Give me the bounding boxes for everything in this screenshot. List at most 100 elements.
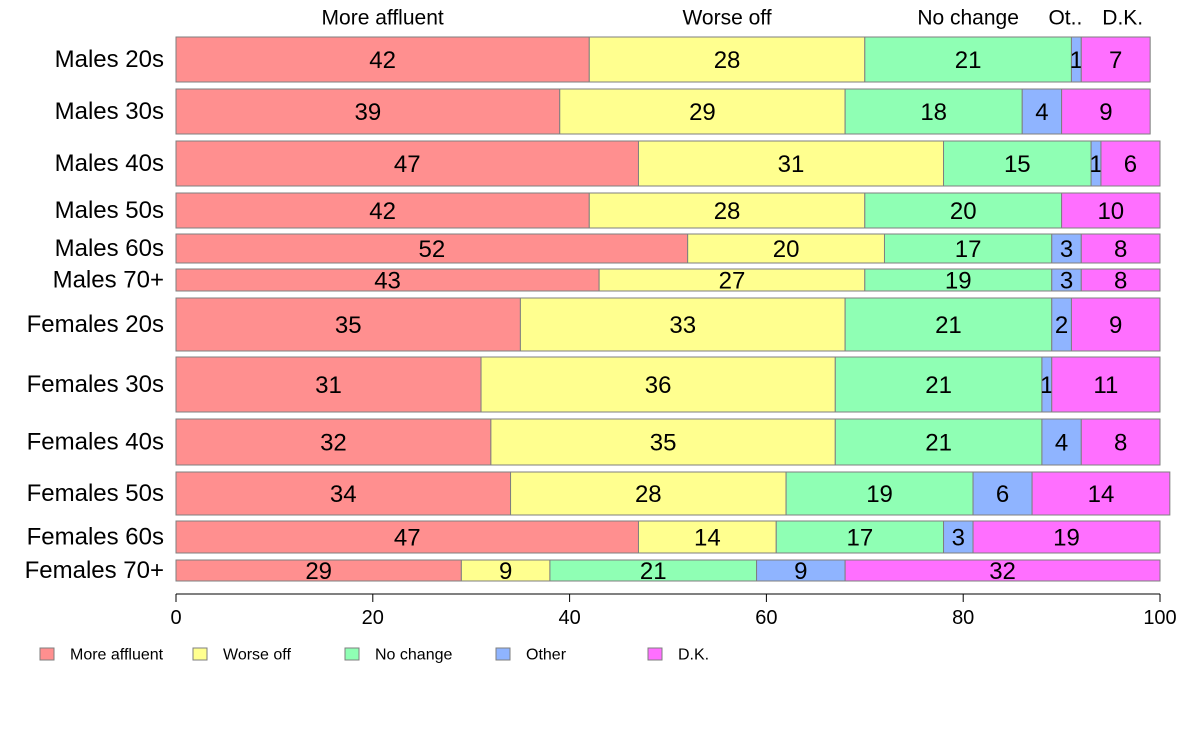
data-label: 42 — [369, 47, 396, 74]
data-label: 8 — [1114, 236, 1127, 263]
data-label: 20 — [950, 198, 977, 225]
bar-segment — [175, 192, 590, 229]
bar-segment — [844, 559, 1161, 582]
bar-segment — [637, 520, 777, 554]
bar-segment — [864, 192, 1063, 229]
category-label: Females 20s — [27, 311, 164, 338]
bar-segment — [785, 471, 974, 516]
bar-segment — [559, 88, 846, 135]
bar-segment — [1080, 268, 1161, 292]
data-label: 14 — [694, 525, 721, 552]
x-tick-label: 0 — [170, 607, 181, 629]
data-label: 18 — [920, 99, 947, 126]
category-label: Females 30s — [27, 371, 164, 398]
bar-segment — [864, 36, 1072, 83]
data-label: 11 — [1093, 372, 1118, 399]
data-label: 4 — [1035, 99, 1048, 126]
bar-segment — [1021, 88, 1063, 135]
data-label: 15 — [1004, 151, 1031, 178]
category-label: Males 60s — [55, 235, 164, 262]
data-label: 19 — [1053, 525, 1080, 552]
top-label: Worse off — [682, 7, 771, 30]
bar-segment — [519, 297, 846, 352]
data-label: 20 — [773, 236, 800, 263]
data-label: 4 — [1055, 430, 1068, 457]
data-label: 21 — [640, 558, 667, 585]
data-label: 3 — [1060, 236, 1073, 263]
legend-label: Other — [526, 647, 567, 664]
data-label: 1 — [1089, 151, 1102, 178]
category-label: Males 40s — [55, 150, 164, 177]
bar-segment — [844, 88, 1023, 135]
data-label: 36 — [645, 372, 672, 399]
x-tick-label: 60 — [755, 607, 777, 629]
data-label: 21 — [935, 312, 962, 339]
bar-segment — [1031, 471, 1171, 516]
bar-segment — [480, 356, 836, 413]
category-label: Males 70+ — [53, 267, 164, 294]
data-label: 8 — [1114, 268, 1127, 295]
legend-label: No change — [375, 647, 452, 664]
data-label: 47 — [394, 525, 421, 552]
data-label: 33 — [669, 312, 696, 339]
legend-swatch — [39, 647, 55, 661]
data-label: 7 — [1109, 47, 1122, 74]
bar-segment — [1100, 140, 1161, 187]
data-label: 32 — [320, 430, 347, 457]
legend-swatch — [647, 647, 663, 661]
data-label: 21 — [925, 430, 952, 457]
bar-segment — [1080, 233, 1161, 264]
data-label: 27 — [719, 268, 746, 295]
data-label: 17 — [847, 525, 874, 552]
data-label: 2 — [1055, 312, 1068, 339]
top-label: More affluent — [322, 7, 444, 30]
category-label: Females 70+ — [25, 557, 164, 584]
data-label: 3 — [952, 525, 965, 552]
data-label: 1 — [1070, 47, 1083, 74]
bar-segment — [972, 471, 1033, 516]
data-label: 21 — [955, 47, 982, 74]
category-label: Females 50s — [27, 480, 164, 507]
category-label: Males 20s — [55, 46, 164, 73]
data-label: 28 — [714, 198, 741, 225]
legend-label: More affluent — [70, 647, 164, 664]
bar-segment — [1061, 88, 1151, 135]
bar-segment — [1041, 418, 1082, 466]
x-tick-label: 40 — [558, 607, 580, 629]
data-label: 6 — [1124, 151, 1137, 178]
data-label: 19 — [945, 268, 972, 295]
bar-segment — [1051, 356, 1161, 413]
data-label: 52 — [418, 236, 445, 263]
data-label: 31 — [778, 151, 805, 178]
data-label: 47 — [394, 151, 421, 178]
data-label: 32 — [989, 558, 1016, 585]
data-label: 3 — [1060, 268, 1073, 295]
legend-swatch — [495, 647, 511, 661]
category-label: Females 60s — [27, 524, 164, 551]
bar-segment — [883, 233, 1053, 264]
bar-segment — [175, 88, 561, 135]
bar-segment — [175, 36, 590, 83]
data-label: 14 — [1088, 481, 1115, 508]
bar-segment — [1080, 418, 1161, 466]
category-label: Males 50s — [55, 197, 164, 224]
bar-segment — [637, 140, 945, 187]
bar-segment — [834, 418, 1043, 466]
legend-label: D.K. — [678, 647, 709, 664]
data-label: 21 — [925, 372, 952, 399]
bar-segment — [175, 471, 512, 516]
data-label: 8 — [1114, 430, 1127, 457]
x-tick-label: 20 — [362, 607, 384, 629]
data-label: 9 — [499, 558, 512, 585]
category-label: Females 40s — [27, 429, 164, 456]
data-label: 35 — [335, 312, 362, 339]
top-label: Ot.. — [1048, 7, 1082, 30]
data-label: 29 — [305, 558, 332, 585]
x-tick-label: 100 — [1143, 607, 1176, 629]
bar-segment — [943, 140, 1092, 187]
data-label: 29 — [689, 99, 716, 126]
category-label: Males 30s — [55, 98, 164, 125]
bar-segment — [175, 297, 521, 352]
legend-swatch — [344, 647, 360, 661]
bar-segment — [1051, 233, 1082, 264]
